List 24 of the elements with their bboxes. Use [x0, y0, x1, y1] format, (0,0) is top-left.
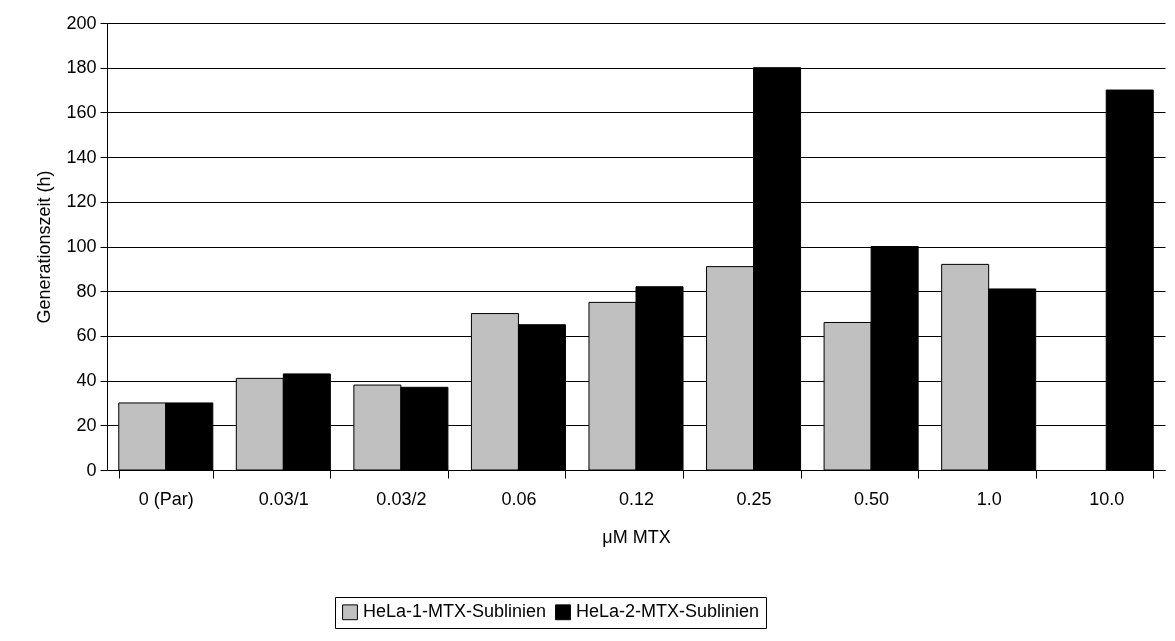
- x-tick-label: 0.06: [501, 488, 537, 509]
- y-tick-label: 100: [66, 236, 97, 256]
- x-axis-title: μM MTX: [602, 526, 671, 547]
- y-tick-label: 160: [66, 101, 97, 122]
- y-axis-title: Generationszeit (h): [34, 170, 55, 324]
- x-tick-label: 0.03/2: [376, 488, 427, 509]
- y-tick-label: 140: [66, 146, 97, 167]
- x-tick-label: 0.50: [854, 488, 890, 509]
- x-tick-label: 0 (Par): [138, 488, 194, 509]
- x-tick-label: 10.0: [1089, 488, 1125, 509]
- legend-label: HeLa-1-MTX-Sublinien: [363, 601, 547, 622]
- x-tick-label: 0.12: [618, 488, 655, 509]
- x-tick-label: 0.03/1: [258, 488, 309, 509]
- y-tick-label: 80: [76, 280, 97, 301]
- y-tick-label: 180: [66, 57, 97, 78]
- y-tick-label: 40: [76, 370, 97, 391]
- legend-label: HeLa-2-MTX-Sublinien: [576, 601, 760, 622]
- y-tick-label: 200: [66, 12, 97, 33]
- y-tick-label: 20: [76, 414, 97, 435]
- y-tick-label: 120: [66, 191, 97, 212]
- x-tick-label: 1.0: [976, 488, 1002, 509]
- x-tick-label: 0.25: [736, 488, 772, 509]
- y-tick-label: 0: [86, 459, 97, 480]
- y-tick-label: 60: [76, 325, 97, 346]
